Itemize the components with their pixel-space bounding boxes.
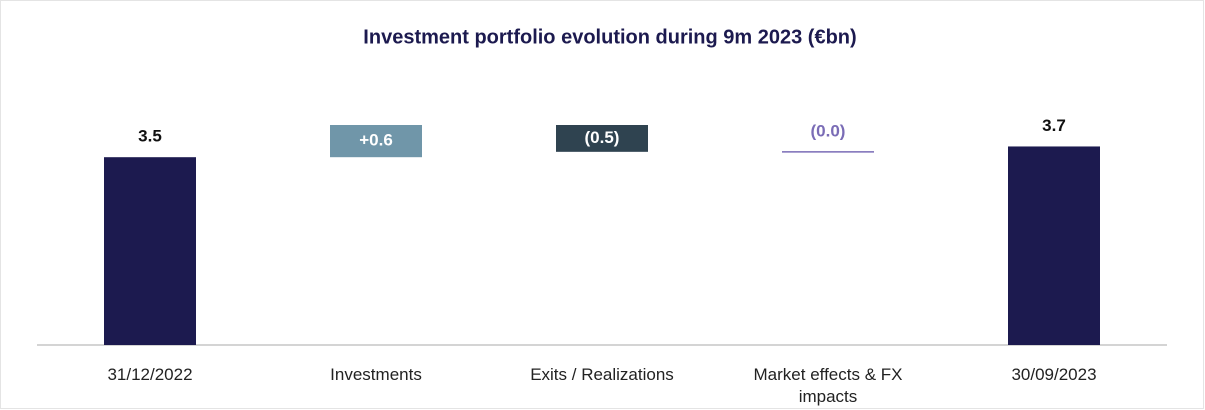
x-tick-label: Exits / Realizations bbox=[530, 365, 674, 384]
bar bbox=[330, 125, 422, 158]
x-tick-label: Investments bbox=[330, 365, 422, 384]
bar bbox=[1008, 146, 1100, 345]
value-label: +0.6 bbox=[359, 131, 393, 150]
chart-title: Investment portfolio evolution during 9m… bbox=[363, 26, 856, 48]
value-label: 3.5 bbox=[138, 127, 162, 146]
value-label: (0.0) bbox=[811, 121, 846, 140]
x-tick-label: 31/12/2022 bbox=[107, 365, 193, 384]
value-label: 3.7 bbox=[1042, 116, 1066, 135]
bar bbox=[104, 157, 196, 345]
bar bbox=[556, 125, 648, 152]
x-tick-label: Market effects & FX impacts bbox=[753, 365, 903, 406]
value-label: (0.5) bbox=[585, 128, 620, 147]
x-tick-label: 30/09/2023 bbox=[1011, 365, 1097, 384]
